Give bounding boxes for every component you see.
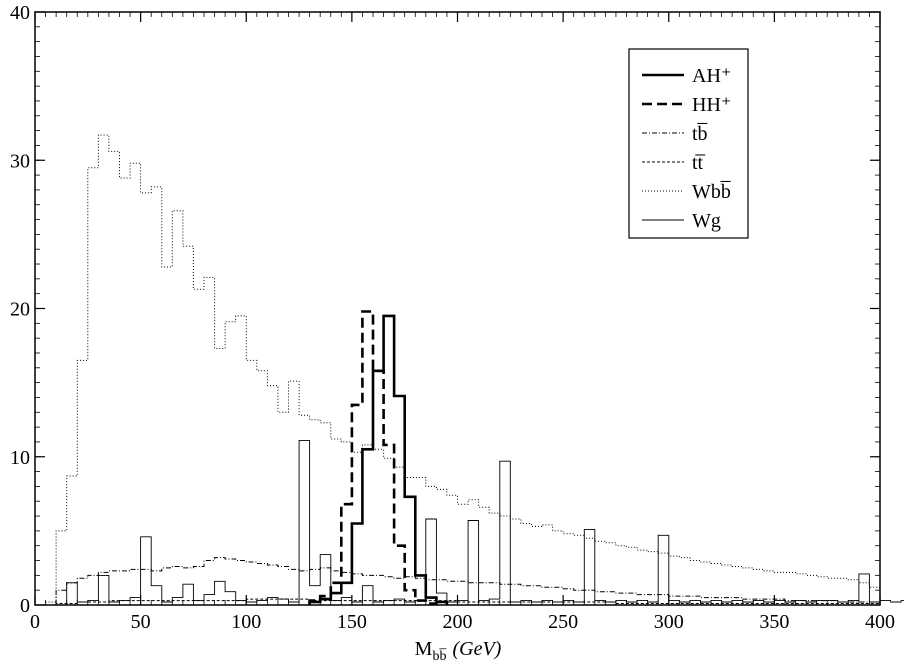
plot-series [45, 134, 904, 606]
x-tick-label: 100 [231, 611, 261, 633]
legend-label-ah: AH⁺ [692, 65, 731, 87]
x-axis-label-sub: bb̅ [432, 648, 446, 664]
y-tick-label: 10 [10, 447, 30, 469]
x-tick-label: 300 [654, 611, 684, 633]
legend: AH⁺ HH⁺ tb̅ tt̅ Wbb̅ Wg [628, 48, 749, 239]
series-wbb [45, 134, 881, 605]
legend-label-wbb: Wbb̅ [692, 181, 732, 203]
legend-box [628, 48, 749, 239]
y-tick-label: 40 [10, 2, 30, 24]
x-axis-label: Mbb̅ (GeV) [415, 638, 502, 664]
x-tick-label: 50 [131, 611, 151, 633]
x-axis-label-main: M [415, 638, 433, 660]
plot-frame [34, 11, 881, 606]
y-tick-label: 0 [20, 595, 30, 617]
series-hh [308, 310, 438, 605]
y-tick-labels: 0 10 20 30 40 [10, 2, 30, 617]
legend-label-tt: tt̅ [692, 152, 706, 174]
legend-label-wg: Wg [692, 210, 721, 232]
x-tick-label: 0 [30, 611, 40, 633]
x-tick-label: 150 [337, 611, 367, 633]
minor-ticks [34, 11, 881, 606]
major-ticks [34, 11, 881, 606]
y-tick-label: 20 [10, 299, 30, 321]
y-tick-label: 30 [10, 150, 30, 172]
legend-label-hh: HH⁺ [692, 94, 731, 116]
legend-label-tb: tb̅ [692, 123, 708, 145]
series-wg [56, 439, 904, 606]
x-tick-label: 200 [443, 611, 473, 633]
x-tick-label: 250 [548, 611, 578, 633]
series-ah [308, 314, 449, 605]
x-tick-label: 350 [759, 611, 789, 633]
x-tick-label: 400 [865, 611, 895, 633]
x-tick-labels: 0 50 100 150 200 250 300 350 400 [30, 611, 895, 633]
x-axis-label-unit: (GeV) [452, 638, 501, 660]
